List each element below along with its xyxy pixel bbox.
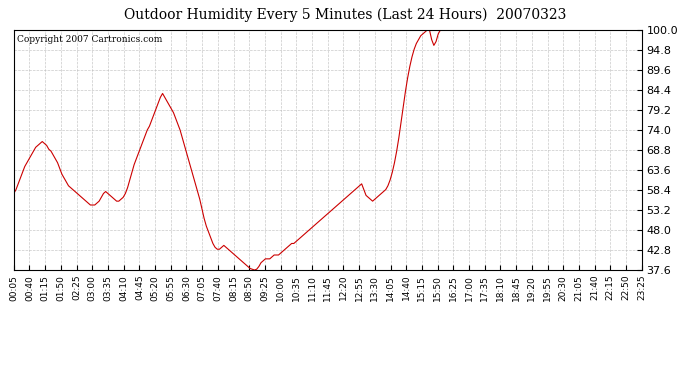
Text: Copyright 2007 Cartronics.com: Copyright 2007 Cartronics.com [17, 35, 162, 44]
Text: Outdoor Humidity Every 5 Minutes (Last 24 Hours)  20070323: Outdoor Humidity Every 5 Minutes (Last 2… [124, 8, 566, 22]
